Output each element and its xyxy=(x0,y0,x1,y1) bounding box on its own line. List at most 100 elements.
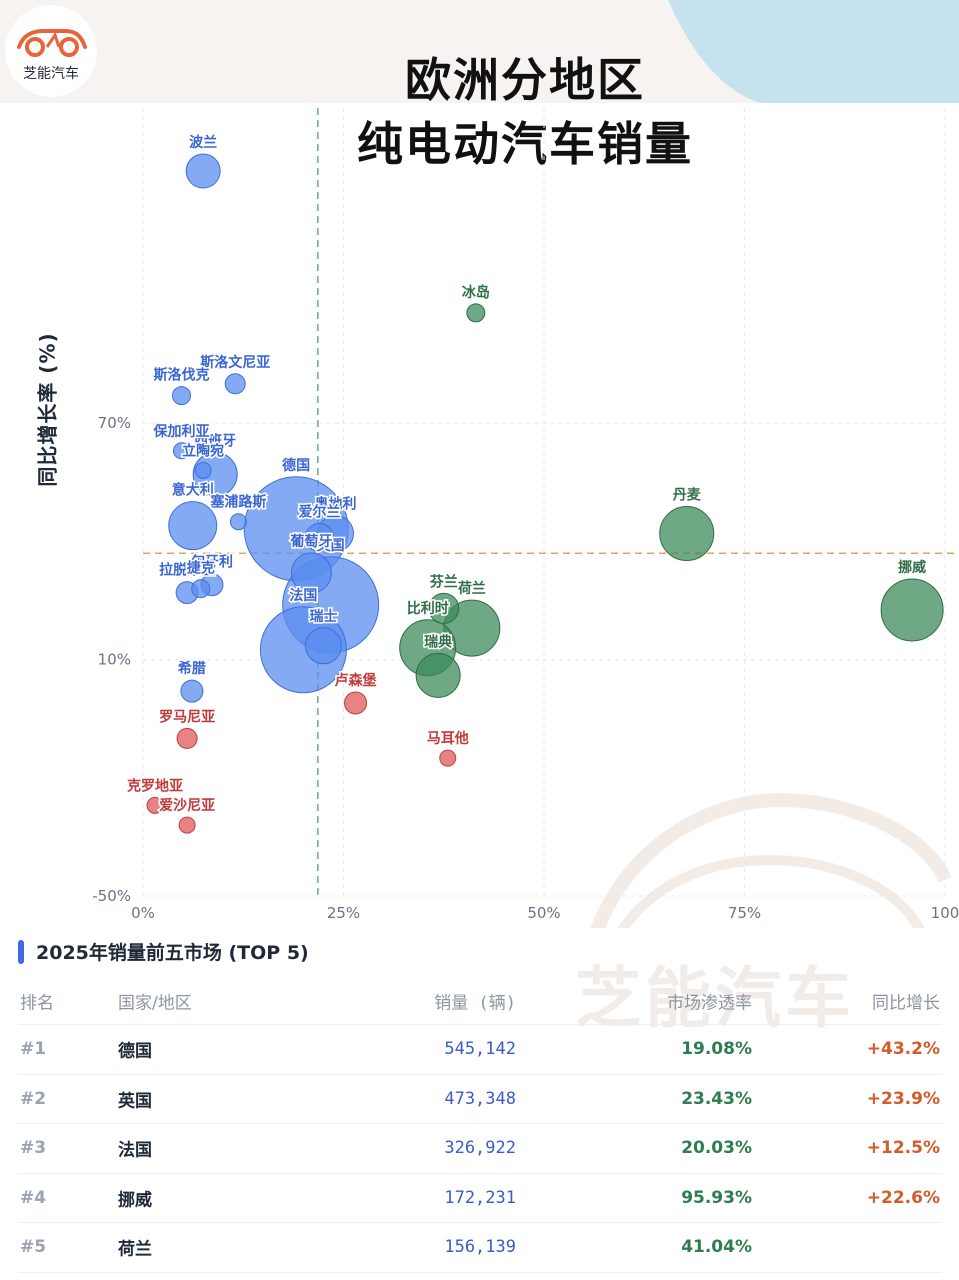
bubble-label: 德国 xyxy=(282,457,310,474)
bubble-point xyxy=(304,627,342,665)
bubble-label: 保加利亚 xyxy=(152,423,209,440)
bubble-point xyxy=(168,501,218,551)
top5-title: 2025年销量前五市场 (TOP 5) xyxy=(36,942,309,964)
page-title-line1: 欧洲分地区 xyxy=(405,53,645,107)
y-tick-label: 70% xyxy=(98,414,131,432)
bubble-label: 爱沙尼亚 xyxy=(159,798,215,814)
decorative-wave xyxy=(668,0,959,103)
bubble-label: 英国 xyxy=(316,537,345,554)
bubble-point xyxy=(439,749,457,767)
bubble-point xyxy=(344,691,368,715)
growth-cell: +43.2% xyxy=(866,1039,940,1060)
col-country-header: 国家/地区 xyxy=(118,993,192,1013)
bubble-point xyxy=(194,461,212,479)
y-tick-label: 10% xyxy=(98,651,131,669)
penetration-cell: 20.03% xyxy=(681,1138,752,1159)
top5-section-header: 2025年销量前五市场 (TOP 5) xyxy=(18,938,309,965)
penetration-cell: 19.08% xyxy=(681,1039,752,1060)
bubble-label: 斯洛文尼亚 xyxy=(200,354,270,371)
bubble-point xyxy=(146,796,164,814)
col-rank-header: 排名 xyxy=(20,993,54,1013)
brand-logo: 芝能汽车 xyxy=(5,5,97,97)
bubble-point xyxy=(172,442,190,460)
bubble-point xyxy=(659,506,715,562)
table-row: #5 荷兰 156,139 41.04% xyxy=(18,1223,942,1273)
rank-cell: #1 xyxy=(20,1039,47,1060)
bubble-label: 法国 xyxy=(289,587,317,604)
col-growth-header: 同比增长 xyxy=(872,993,940,1013)
bubble-label: 捷克 xyxy=(187,560,215,577)
table-row: #2 英国 473,348 23.43% +23.9% xyxy=(18,1075,942,1124)
table-row: #3 法国 326,922 20.03% +12.5% xyxy=(18,1124,942,1174)
bubble-point xyxy=(185,153,221,189)
bubble-label: 罗马尼亚 xyxy=(159,709,215,725)
country-cell: 挪威 xyxy=(118,1190,152,1211)
penetration-cell: 41.04% xyxy=(681,1237,752,1258)
bubble-label: 冰岛 xyxy=(462,284,490,301)
sales-cell: 545,142 xyxy=(444,1039,516,1060)
bubble-point xyxy=(171,386,191,406)
rank-cell: #5 xyxy=(20,1237,47,1258)
bubble-label: 瑞典 xyxy=(424,633,452,650)
bubble-point xyxy=(180,679,204,703)
sales-cell: 473,348 xyxy=(444,1088,516,1109)
sales-cell: 172,231 xyxy=(444,1187,516,1208)
bubble-point xyxy=(224,373,246,395)
top5-table: 排名 国家/地区 销量 (辆) 市场渗透率 同比增长 #1 德国 545,142… xyxy=(18,977,942,1273)
bubble-label: 比利时 xyxy=(407,600,449,617)
car-logo-icon xyxy=(17,29,87,57)
bubble-point xyxy=(191,579,211,599)
bubble-label: 葡萄牙 xyxy=(289,533,332,550)
bubble-label: 克罗地亚 xyxy=(127,777,183,794)
bubble-label: 匈牙利 xyxy=(191,554,233,571)
sales-cell: 156,139 xyxy=(444,1237,516,1258)
bubble-label: 拉脱维亚 xyxy=(159,562,215,579)
bubble-point xyxy=(428,592,460,624)
x-tick-label: 75% xyxy=(728,904,761,922)
x-tick-label: 50% xyxy=(527,904,560,922)
bubble-point xyxy=(290,552,332,594)
growth-cell: +12.5% xyxy=(866,1138,940,1159)
rank-cell: #3 xyxy=(20,1138,47,1159)
watermark-car-icon xyxy=(617,854,925,928)
penetration-cell: 95.93% xyxy=(681,1187,752,1208)
bubble-label: 马耳他 xyxy=(427,730,469,747)
logo-text: 芝能汽车 xyxy=(23,66,79,82)
y-axis-label: 同比增长率 (%) xyxy=(35,332,60,487)
growth-cell: +23.9% xyxy=(866,1088,940,1109)
bubble-label: 丹麦 xyxy=(673,487,702,504)
bubble-label: 瑞士 xyxy=(309,608,337,625)
bubble-label: 挪威 xyxy=(898,559,926,576)
bubble-label: 希腊 xyxy=(178,660,206,677)
bubble-point xyxy=(229,513,247,531)
sales-cell: 326,922 xyxy=(444,1138,516,1159)
country-cell: 法国 xyxy=(118,1140,152,1161)
bubble-label: 荷兰 xyxy=(457,580,486,597)
bubble-point xyxy=(415,652,461,698)
bubble-label: 立陶宛 xyxy=(182,442,224,459)
x-tick-label: 25% xyxy=(327,904,360,922)
x-tick-label: 100 xyxy=(931,904,959,922)
col-penetration-header: 市场渗透率 xyxy=(667,993,752,1013)
bubble-label: 卢森堡 xyxy=(335,672,377,689)
bubble-point xyxy=(178,816,196,834)
growth-cell: +22.6% xyxy=(866,1187,940,1208)
country-cell: 德国 xyxy=(118,1041,152,1062)
page-title-line2: 纯电动汽车销量 xyxy=(357,117,693,171)
bubble-point xyxy=(304,522,334,552)
table-header-row: 排名 国家/地区 销量 (辆) 市场渗透率 同比增长 xyxy=(18,977,942,1025)
bubble-label: 西班牙 xyxy=(194,432,236,449)
country-cell: 英国 xyxy=(118,1091,152,1112)
table-row: #1 德国 545,142 19.08% +43.2% xyxy=(18,1025,942,1075)
bubble-label: 斯洛伐克 xyxy=(153,367,209,384)
header-banner: 芝能汽车 xyxy=(0,0,959,103)
bubble-label: 奥地利 xyxy=(314,496,356,513)
col-sales-header: 销量 (辆) xyxy=(434,993,516,1013)
rank-cell: #4 xyxy=(20,1187,47,1208)
section-accent-bar xyxy=(18,939,24,964)
bubble-label: 塞浦路斯 xyxy=(210,494,266,511)
country-cell: 荷兰 xyxy=(118,1239,152,1260)
bubble-label: 芬兰 xyxy=(429,573,458,590)
bubble-label: 爱尔兰 xyxy=(298,503,340,520)
